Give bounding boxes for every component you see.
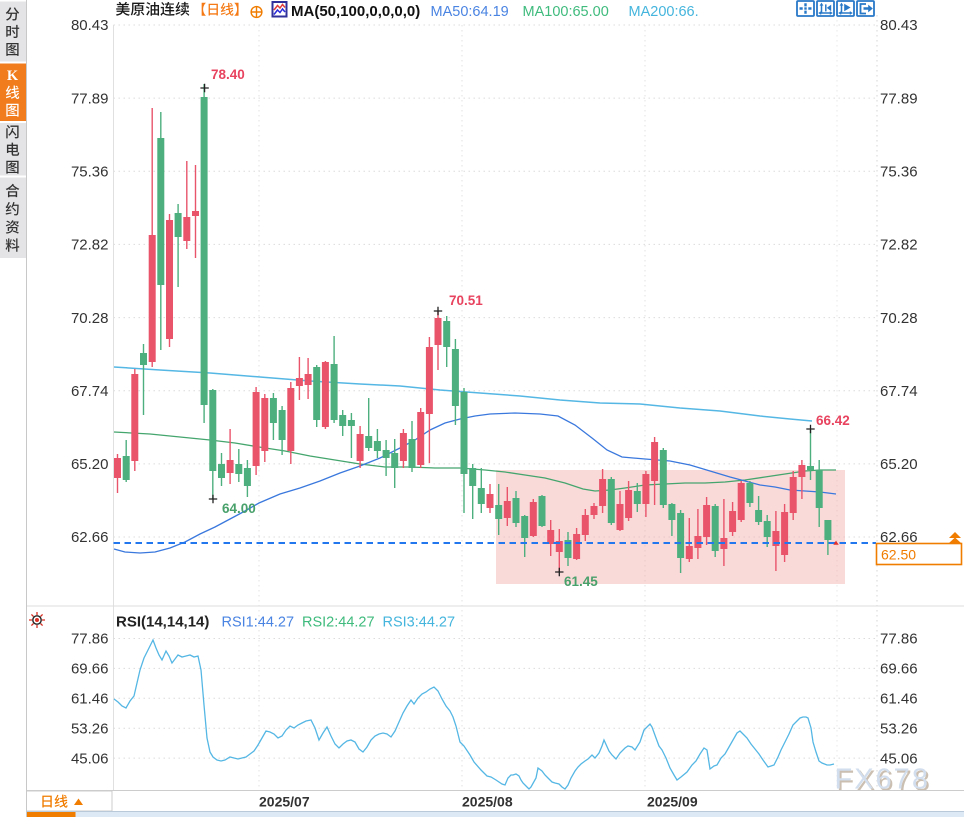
svg-text:77.89: 77.89 <box>71 90 109 107</box>
svg-text:70.28: 70.28 <box>880 310 918 327</box>
svg-text:RSI2:44.27: RSI2:44.27 <box>302 615 375 631</box>
svg-text:62.66: 62.66 <box>880 529 918 546</box>
svg-text:MA100:65.00: MA100:65.00 <box>523 4 609 20</box>
svg-text:64.00: 64.00 <box>222 501 256 516</box>
svg-text:FX678: FX678 <box>837 766 932 798</box>
svg-text:80.43: 80.43 <box>71 17 109 34</box>
svg-text:53.26: 53.26 <box>71 720 109 737</box>
svg-text:77.86: 77.86 <box>71 631 109 648</box>
svg-text:69.66: 69.66 <box>880 661 918 678</box>
svg-text:70.28: 70.28 <box>71 310 109 327</box>
svg-text:69.66: 69.66 <box>71 661 109 678</box>
svg-text:66.42: 66.42 <box>816 413 850 428</box>
svg-text:72.82: 72.82 <box>71 237 109 254</box>
svg-text:MA200:66.: MA200:66. <box>629 4 699 20</box>
svg-text:2025/09: 2025/09 <box>647 794 698 810</box>
svg-text:61.46: 61.46 <box>71 691 109 708</box>
svg-text:80.43: 80.43 <box>880 17 918 34</box>
svg-text:61.45: 61.45 <box>564 574 598 589</box>
svg-text:77.89: 77.89 <box>880 90 918 107</box>
svg-text:RSI3:44.27: RSI3:44.27 <box>383 615 456 631</box>
svg-text:62.66: 62.66 <box>71 529 109 546</box>
svg-text:61.46: 61.46 <box>880 691 918 708</box>
svg-text:53.26: 53.26 <box>880 720 918 737</box>
svg-text:2025/08: 2025/08 <box>462 794 513 810</box>
svg-text:45.06: 45.06 <box>880 750 918 767</box>
svg-text:70.51: 70.51 <box>449 293 483 308</box>
svg-text:MA(50,100,0,0,0,0): MA(50,100,0,0,0,0) <box>291 3 420 20</box>
svg-text:72.82: 72.82 <box>880 237 918 254</box>
svg-text:78.40: 78.40 <box>211 67 245 82</box>
svg-text:67.74: 67.74 <box>880 383 918 400</box>
svg-text:RSI(14,14,14): RSI(14,14,14) <box>116 614 209 631</box>
svg-text:65.20: 65.20 <box>71 456 109 473</box>
svg-text:75.36: 75.36 <box>71 164 109 181</box>
svg-text:65.20: 65.20 <box>880 456 918 473</box>
svg-text:RSI1:44.27: RSI1:44.27 <box>222 615 295 631</box>
svg-text:75.36: 75.36 <box>880 164 918 181</box>
svg-text:2025/07: 2025/07 <box>259 794 310 810</box>
svg-text:62.50: 62.50 <box>881 547 916 563</box>
svg-text:67.74: 67.74 <box>71 383 109 400</box>
svg-text:45.06: 45.06 <box>71 750 109 767</box>
svg-text:K: K <box>7 68 19 84</box>
svg-text:MA50:64.19: MA50:64.19 <box>431 4 509 20</box>
svg-text:77.86: 77.86 <box>880 631 918 648</box>
